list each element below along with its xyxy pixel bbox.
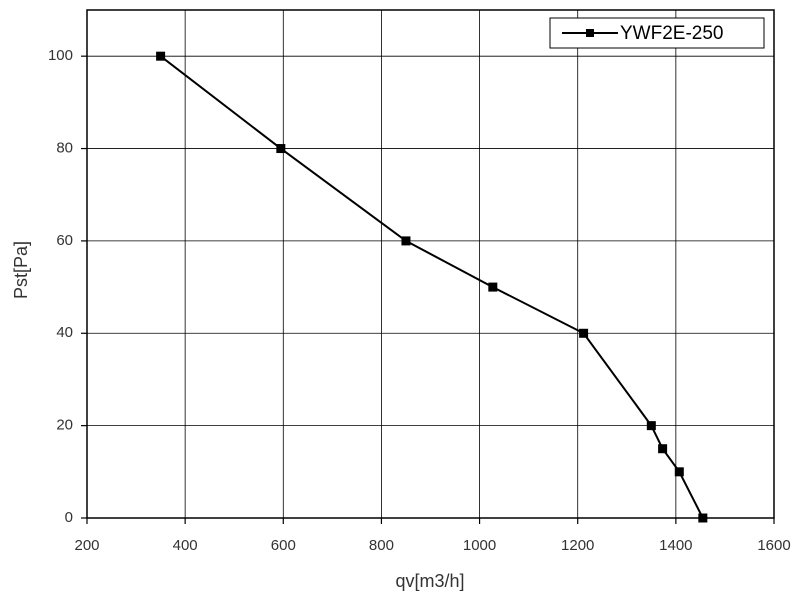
x-axis-label: qv[m3/h] bbox=[395, 571, 464, 591]
x-tick-label: 400 bbox=[173, 537, 198, 554]
y-tick-label: 20 bbox=[56, 417, 73, 434]
marker bbox=[488, 282, 498, 292]
marker bbox=[658, 444, 668, 454]
y-tick-label: 80 bbox=[56, 140, 73, 157]
legend-label: YWF2E-250 bbox=[620, 23, 723, 44]
marker bbox=[401, 236, 411, 246]
x-tick-label: 1400 bbox=[659, 537, 692, 554]
legend-marker bbox=[586, 29, 594, 37]
x-tick-label: 600 bbox=[271, 537, 296, 554]
x-tick-label: 1000 bbox=[463, 537, 496, 554]
x-tick-label: 1200 bbox=[561, 537, 594, 554]
marker bbox=[698, 513, 708, 523]
plot-frame bbox=[86, 9, 775, 519]
legend-entry: YWF2E-250 bbox=[562, 23, 723, 44]
y-tick-label: 100 bbox=[48, 47, 73, 64]
marker bbox=[579, 328, 589, 338]
series-line bbox=[159, 55, 704, 519]
y-tick-label: 0 bbox=[65, 509, 73, 526]
x-tick-label: 1600 bbox=[757, 537, 790, 554]
marker bbox=[674, 467, 684, 477]
y-tick-label: 40 bbox=[56, 324, 73, 341]
x-tick-label: 200 bbox=[74, 537, 99, 554]
marker bbox=[276, 144, 286, 154]
marker bbox=[156, 51, 166, 61]
y-axis-label: Pst[Pa] bbox=[11, 241, 31, 299]
marker bbox=[646, 421, 656, 431]
x-tick-label: 800 bbox=[369, 537, 394, 554]
y-tick-label: 60 bbox=[56, 232, 73, 249]
